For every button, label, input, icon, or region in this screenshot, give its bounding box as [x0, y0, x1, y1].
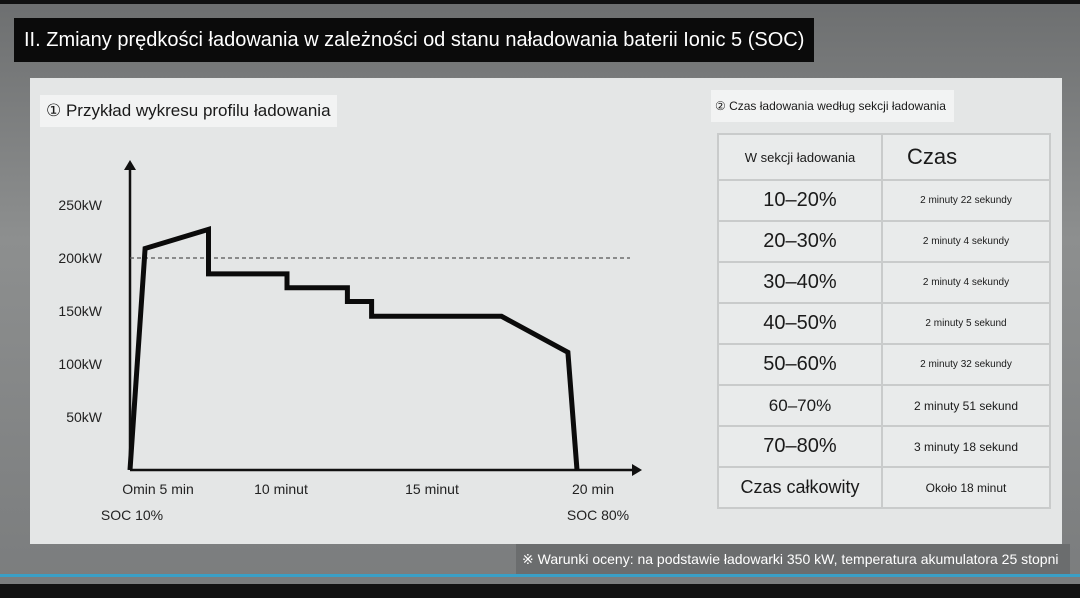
x-tick-label: 10 minut — [254, 481, 308, 497]
chart-section-label: ① Przykład wykresu profilu ładowania — [40, 95, 337, 127]
y-tick-label: 50kW — [66, 409, 103, 425]
page-title: II. Zmiany prędkości ładowania w zależno… — [14, 18, 814, 62]
range-cell: 10–20% — [717, 179, 883, 222]
y-tick-label: 100kW — [58, 356, 102, 372]
time-cell: 2 minuty 51 sekund — [881, 384, 1051, 427]
y-tick-label: 150kW — [58, 303, 102, 319]
table-section-label: ② Czas ładowania według sekcji ładowania — [711, 90, 954, 122]
total-label-cell: Czas całkowity — [717, 466, 883, 509]
charging-power-line — [127, 226, 580, 471]
x-sublabel: SOC 80% — [567, 507, 629, 523]
x-tick-label: 20 min — [572, 481, 614, 497]
time-cell: 2 minuty 4 sekundy — [881, 261, 1051, 304]
table-header-time: Czas — [881, 133, 1051, 181]
table-row: 70–80% 3 minuty 18 sekund — [717, 425, 1051, 468]
bottom-bar — [0, 584, 1080, 598]
accent-line — [0, 574, 1080, 577]
table-row: 30–40% 2 minuty 4 sekundy — [717, 261, 1051, 304]
time-cell: 2 minuty 4 sekundy — [881, 220, 1051, 263]
table-header-row: W sekcji ładowania Czas — [717, 133, 1051, 181]
table-header-section: W sekcji ładowania — [717, 133, 883, 181]
range-cell: 20–30% — [717, 220, 883, 263]
table-row: 50–60% 2 minuty 32 sekundy — [717, 343, 1051, 386]
y-tick-label: 250kW — [58, 197, 102, 213]
top-bar — [0, 0, 1080, 4]
y-axis-arrow-icon — [124, 160, 136, 170]
total-time-cell: Około 18 minut — [881, 466, 1051, 509]
table-row: 20–30% 2 minuty 4 sekundy — [717, 220, 1051, 263]
table-row: 10–20% 2 minuty 22 sekundy — [717, 179, 1051, 222]
table-row: 60–70% 2 minuty 51 sekund — [717, 384, 1051, 427]
range-cell: 50–60% — [717, 343, 883, 386]
time-cell: 3 minuty 18 sekund — [881, 425, 1051, 468]
x-sublabel: SOC 10% — [101, 507, 163, 523]
x-tick-label: Omin 5 min — [122, 481, 194, 497]
range-cell: 60–70% — [717, 384, 883, 427]
time-cell: 2 minuty 22 sekundy — [881, 179, 1051, 222]
time-cell: 2 minuty 32 sekundy — [881, 343, 1051, 386]
range-cell: 40–50% — [717, 302, 883, 345]
charging-time-table: W sekcji ładowania Czas 10–20% 2 minuty … — [717, 133, 1051, 509]
y-tick-label: 200kW — [58, 250, 102, 266]
table-row: 40–50% 2 minuty 5 sekund — [717, 302, 1051, 345]
footnote: ※ Warunki oceny: na podstawie ładowarki … — [516, 544, 1071, 574]
table-total-row: Czas całkowity Około 18 minut — [717, 466, 1051, 509]
range-cell: 30–40% — [717, 261, 883, 304]
range-cell: 70–80% — [717, 425, 883, 468]
x-axis-arrow-icon — [632, 464, 642, 476]
x-tick-label: 15 minut — [405, 481, 459, 497]
charging-profile-chart: 250kW 200kW 150kW 100kW 50kW Omin 5 min 10 min… — [58, 160, 642, 523]
time-cell: 2 minuty 5 sekund — [881, 302, 1051, 345]
